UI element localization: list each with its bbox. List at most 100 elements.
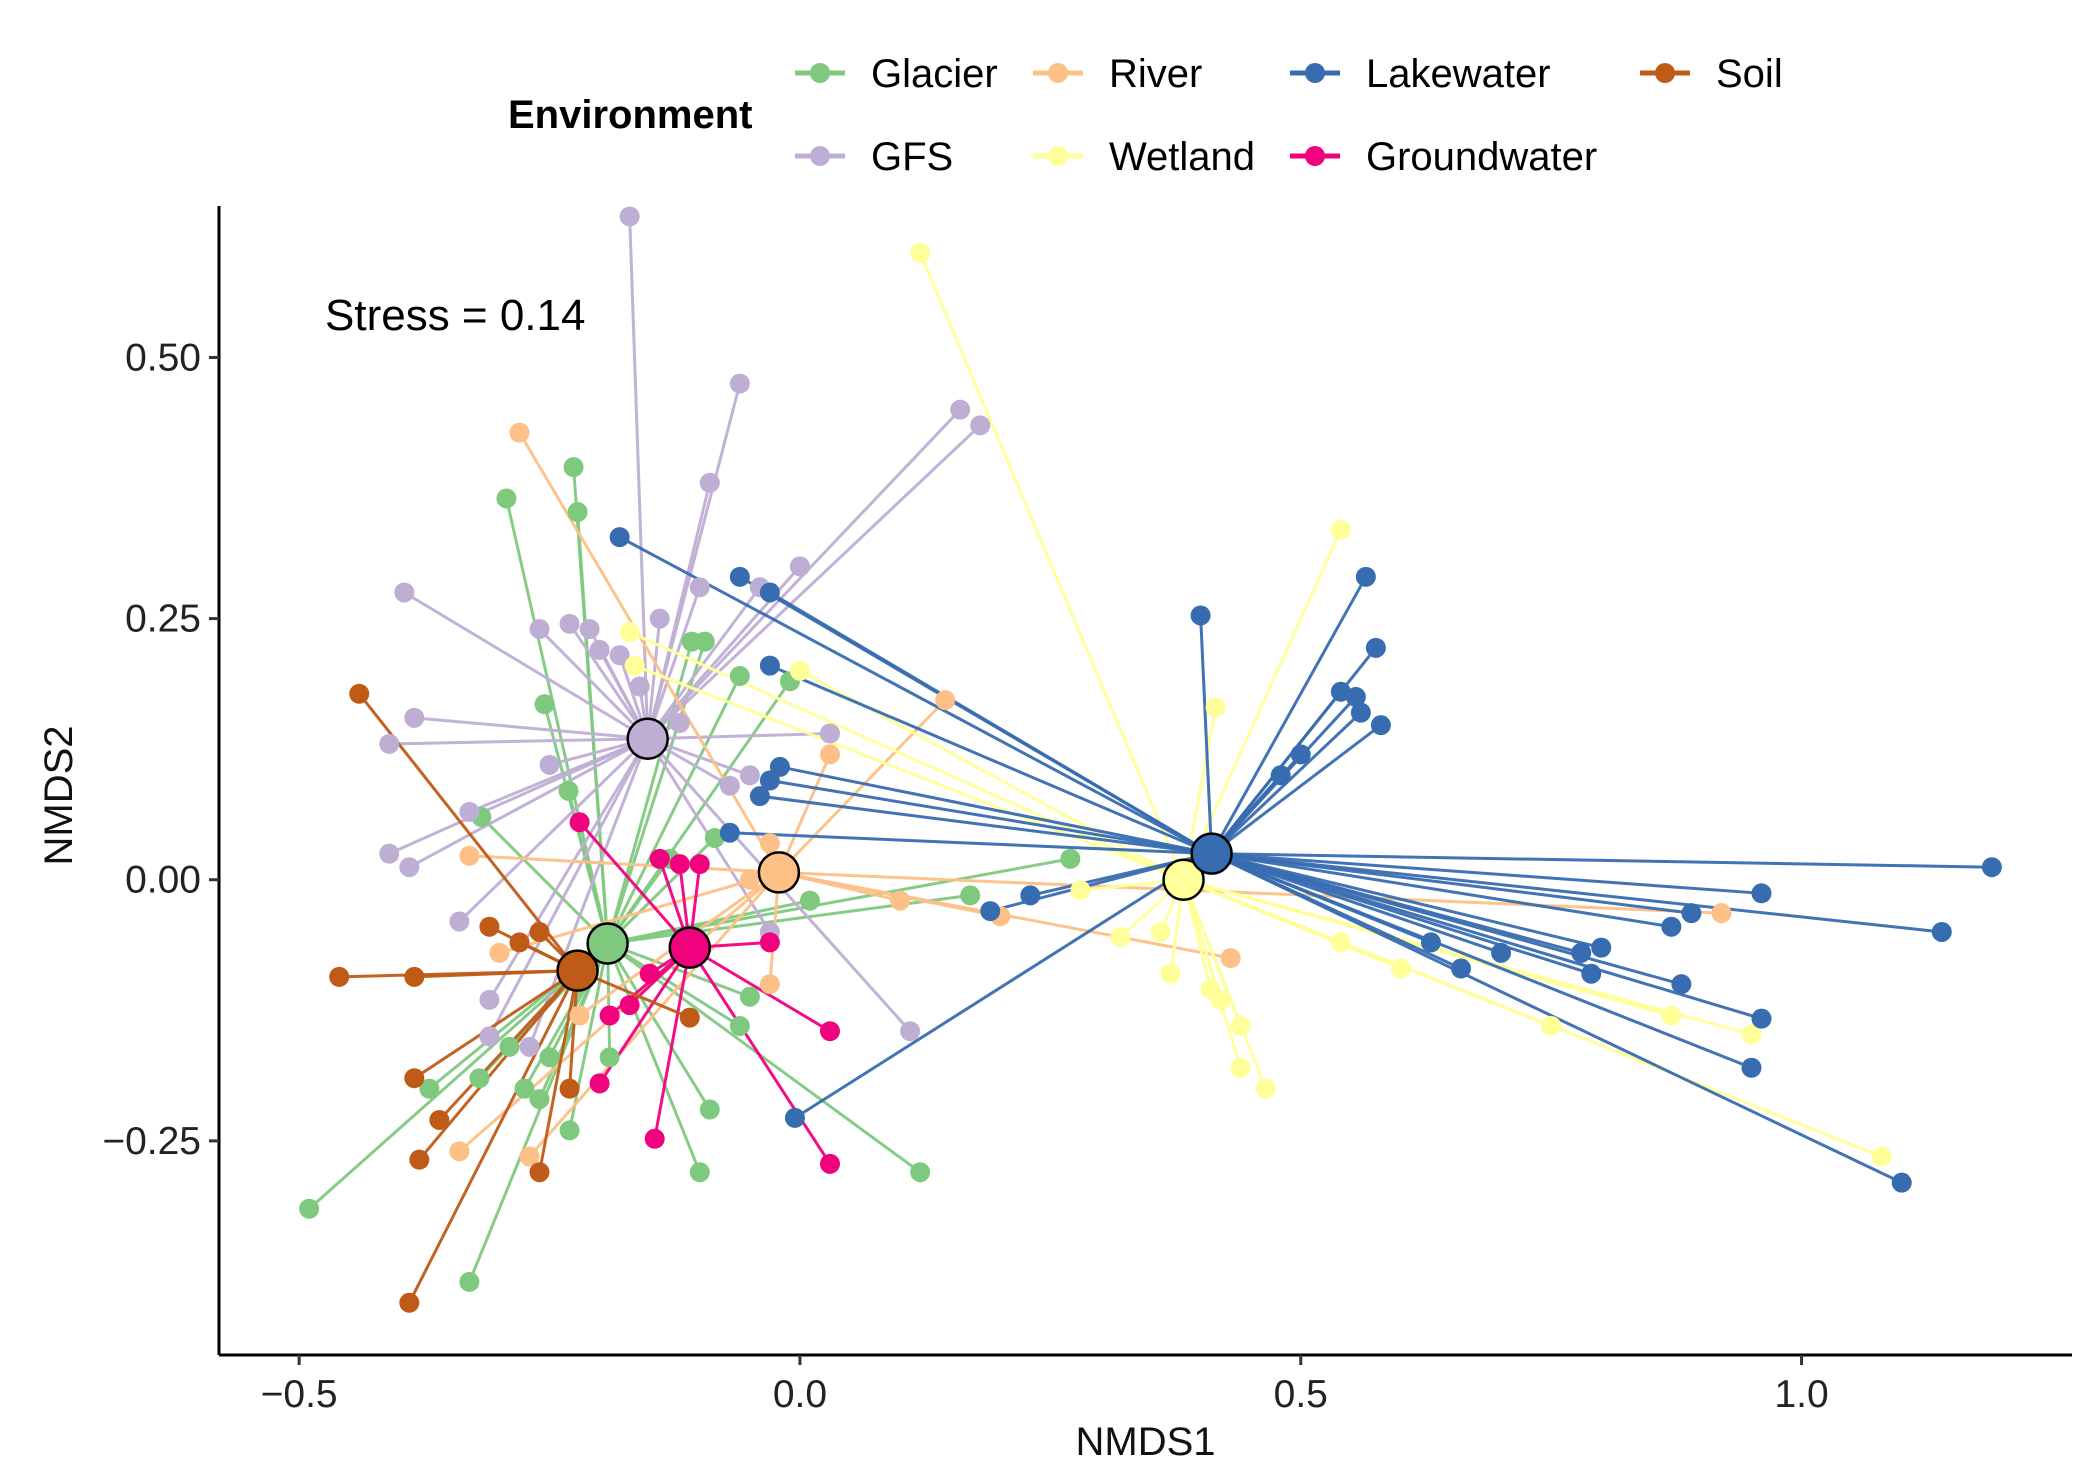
gfs-point	[529, 619, 550, 640]
groundwater-point	[689, 854, 710, 875]
gfs-point	[619, 206, 640, 227]
legend-label: Lakewater	[1366, 52, 1551, 96]
wetland-point	[789, 660, 810, 681]
gfs-link	[568, 622, 649, 740]
legend: Environment Glacier River Lakewater Soil GFS…	[508, 52, 1783, 179]
wetland-centroid	[1162, 858, 1205, 901]
lakewater-point	[1345, 686, 1366, 707]
legend-key-point	[810, 146, 830, 166]
lakewater-point	[1491, 942, 1512, 963]
river-centroid	[757, 851, 801, 894]
wetland-point	[1661, 1005, 1682, 1026]
glacier-link	[606, 942, 712, 1111]
glacier-link	[606, 942, 922, 1174]
gfs-point	[970, 415, 991, 436]
gfs-link	[408, 737, 649, 869]
lakewater-point	[1931, 921, 1952, 942]
lakewater-link	[1211, 852, 1672, 929]
glacier-link	[468, 942, 610, 1283]
legend-key-point	[1048, 63, 1068, 83]
lakewater-point	[749, 786, 770, 807]
gfs-link	[628, 216, 650, 739]
glacier-link	[548, 942, 609, 1058]
gfs-point	[479, 1026, 500, 1047]
lakewater-point	[1350, 702, 1371, 723]
lakewater-point	[1020, 885, 1041, 906]
legend-key-point	[1655, 63, 1675, 83]
gfs-point	[719, 775, 740, 796]
gfs-point	[900, 1021, 921, 1042]
lakewater-point	[1370, 715, 1391, 736]
gfs-link	[646, 586, 702, 740]
lakewater-link	[1211, 852, 1762, 1021]
gfs-point	[629, 676, 650, 697]
glacier-point	[459, 1271, 480, 1292]
glacier-point	[559, 1120, 580, 1141]
y-tick-label: −0.25	[102, 1120, 201, 1163]
legend-item-soil: Soil	[1640, 52, 1783, 96]
legend-item-gfs: GFS	[795, 135, 953, 179]
river-point	[1711, 903, 1732, 924]
glacier-link	[607, 893, 971, 945]
wetland-point	[1741, 1024, 1762, 1045]
lakewater-link	[729, 831, 1212, 856]
river-link	[458, 871, 780, 1153]
lakewater-point	[1190, 605, 1211, 626]
gfs-point	[404, 707, 425, 728]
wetland-point	[1230, 1015, 1251, 1036]
gfs-point	[394, 582, 415, 603]
lakewater-point	[1591, 937, 1612, 958]
lakewater-link	[1211, 852, 1992, 869]
glacier-point	[469, 1068, 490, 1089]
gfs-link	[414, 716, 648, 741]
river-point	[759, 833, 780, 854]
lakewater-point	[1581, 963, 1602, 984]
wetland-point	[1070, 880, 1091, 901]
gfs-point	[689, 577, 710, 598]
glacier-point	[739, 986, 760, 1007]
gfs-point	[699, 472, 720, 493]
soil-point	[329, 966, 350, 987]
gfs-link	[488, 737, 649, 1001]
soil-link	[414, 969, 578, 979]
lakewater-point	[1330, 681, 1351, 702]
soil-point	[409, 1149, 430, 1170]
glacier-point	[563, 457, 584, 478]
glacier-point	[960, 885, 981, 906]
glacier-point	[539, 1047, 560, 1068]
lakewater-point	[1451, 958, 1472, 979]
groundwater-point	[599, 1005, 620, 1026]
legend-label: River	[1109, 52, 1202, 96]
legend-key-point	[1305, 146, 1325, 166]
lakewater-point	[759, 655, 780, 676]
soil-point	[429, 1109, 450, 1130]
wetland-point	[1160, 963, 1181, 984]
legend-item-groundwater: Groundwater	[1290, 135, 1597, 179]
glacier-point	[729, 666, 750, 687]
groundwater-point	[819, 1021, 840, 1042]
wetland-link	[1183, 878, 1342, 944]
legend-label: GFS	[871, 135, 953, 179]
gfs-link	[646, 482, 712, 740]
wetland-link	[1182, 879, 1268, 1090]
glacier-link	[606, 942, 741, 1028]
soil-centroid	[556, 949, 599, 992]
legend-item-glacier: Glacier	[795, 52, 998, 96]
lakewater-point	[769, 756, 790, 777]
soil-point	[529, 921, 550, 942]
soil-point	[679, 1007, 700, 1028]
gfs-link	[458, 737, 649, 923]
glacier-link	[576, 511, 610, 944]
river-point	[819, 744, 840, 765]
lakewater-point	[784, 1107, 805, 1128]
gfs-point	[669, 713, 690, 734]
glacier-point	[299, 1198, 320, 1219]
glacier-point	[910, 1162, 931, 1183]
legend-label: Soil	[1716, 52, 1783, 96]
groundwater-point	[639, 963, 660, 984]
x-axis-title: NMDS1	[1075, 1420, 1215, 1464]
glacier-link	[607, 942, 751, 999]
glacier-point	[694, 631, 715, 652]
groundwater-point	[589, 1073, 610, 1094]
lakewater-point	[1741, 1057, 1762, 1078]
